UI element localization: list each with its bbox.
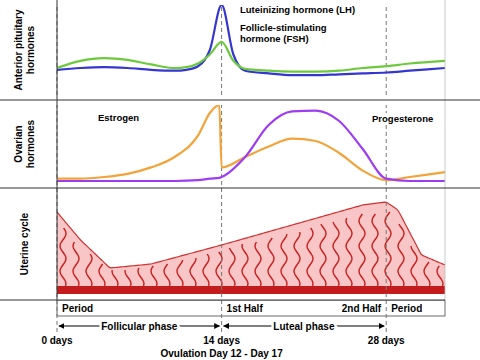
html-text:Uterine cycle: Uterine cycle — [19, 212, 30, 276]
svg-text:Follicular phase: Follicular phase — [101, 321, 178, 332]
svg-text:1st Half: 1st Half — [227, 303, 264, 314]
html-text:Luteinizing hormone (LH): Luteinizing hormone (LH) — [240, 4, 355, 15]
html-text:Estrogen: Estrogen — [98, 112, 140, 123]
svg-text:Period: Period — [62, 303, 93, 314]
svg-text:0 days: 0 days — [41, 335, 73, 346]
svg-text:Period: Period — [391, 303, 422, 314]
html-text:Ovarian hormones: Ovarian hormones — [13, 119, 36, 169]
html-text:Follicle-stimulating hormone (: Follicle-stimulating hormone (FSH) — [240, 22, 327, 44]
svg-text:Ovulation Day 12 - Day 17: Ovulation Day 12 - Day 17 — [160, 348, 283, 359]
svg-text:14 days: 14 days — [203, 335, 240, 346]
html-text:Progesterone: Progesterone — [372, 113, 434, 124]
html-text:Anterior pituitary hormones: Anterior pituitary hormones — [13, 9, 36, 91]
svg-text:Luteal phase: Luteal phase — [273, 321, 335, 332]
svg-text:2nd Half: 2nd Half — [342, 303, 382, 314]
svg-text:28 days: 28 days — [368, 335, 405, 346]
